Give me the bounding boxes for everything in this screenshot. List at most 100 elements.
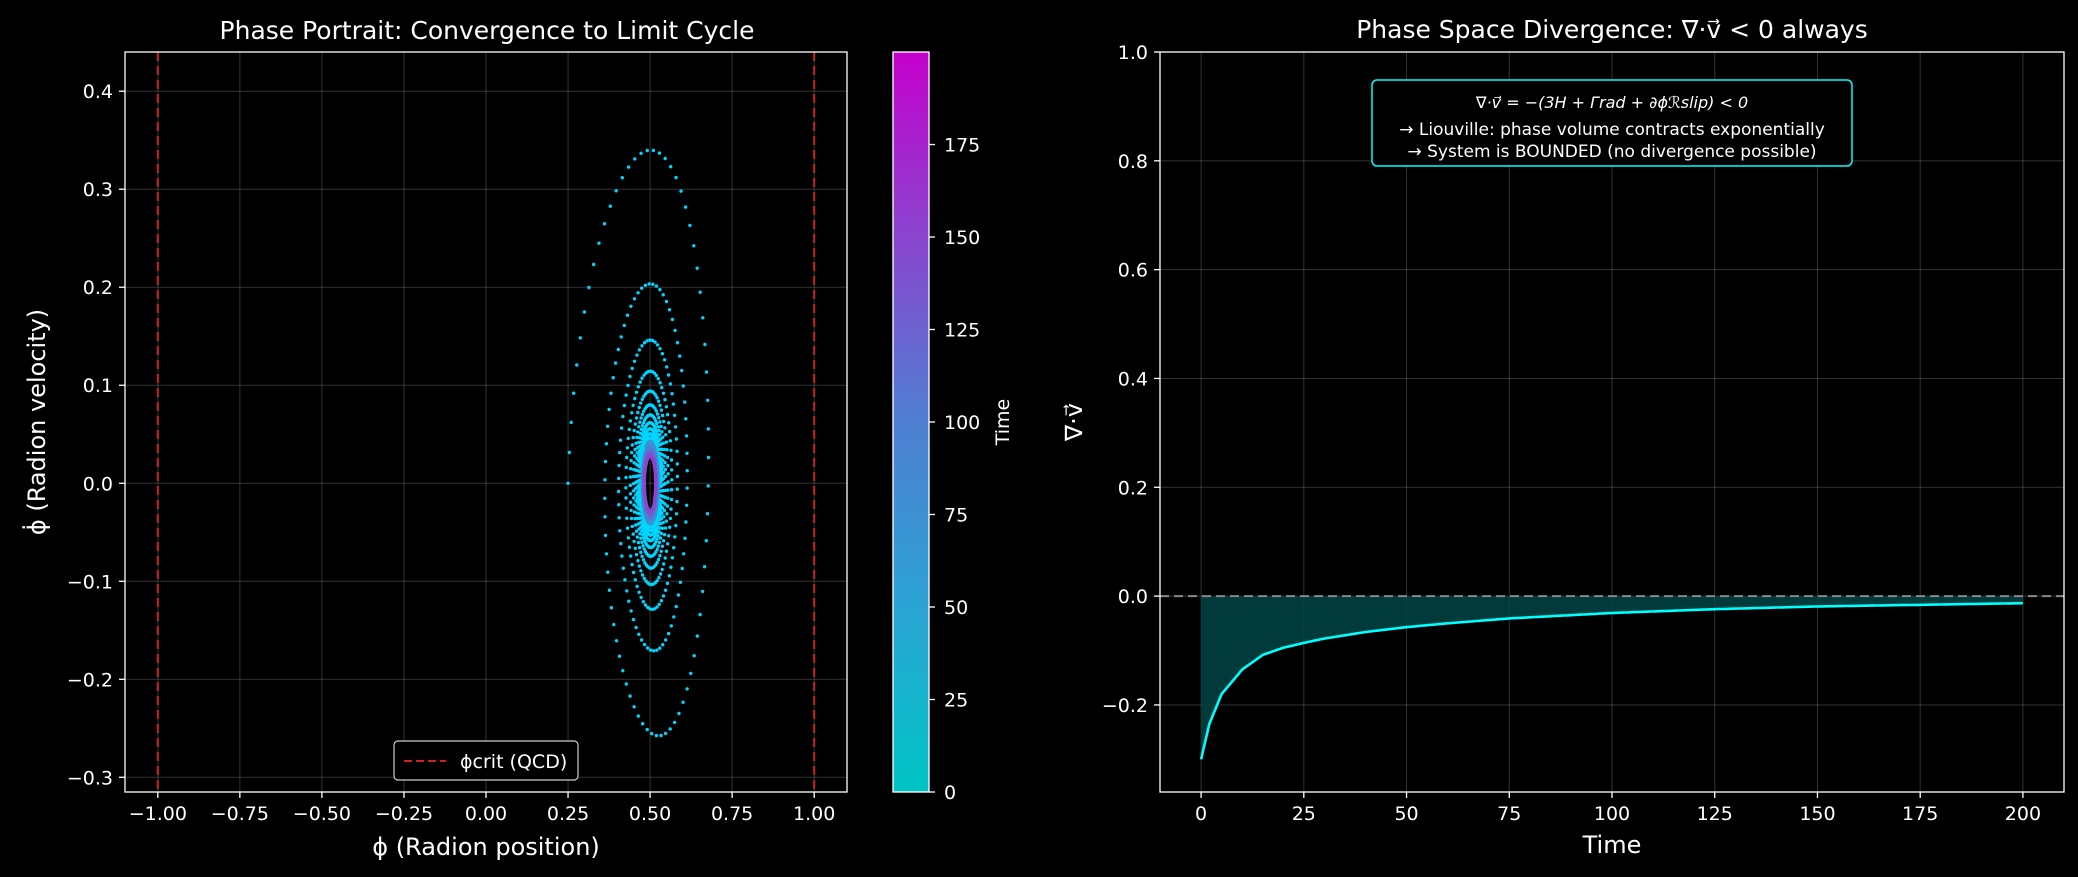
trajectory-point — [658, 403, 662, 408]
trajectory-point — [640, 412, 645, 417]
trajectory-point — [642, 478, 647, 482]
trajectory-point — [644, 579, 648, 583]
trajectory-point — [654, 284, 659, 288]
trajectory-point — [660, 413, 665, 418]
trajectory-point — [622, 323, 626, 328]
trajectory-point — [667, 308, 672, 312]
trajectory-point — [659, 424, 663, 429]
trajectory-point — [666, 373, 671, 377]
trajectory-point — [632, 503, 636, 507]
trajectory-point — [643, 490, 647, 494]
trajectory-point — [658, 420, 662, 424]
trajectory-point — [642, 642, 647, 647]
trajectory-point — [634, 493, 638, 497]
trajectory-point — [678, 354, 682, 358]
trajectory-point — [665, 365, 669, 369]
trajectory-point — [695, 266, 699, 270]
left-x-tick-label: 0.75 — [711, 803, 753, 825]
left-grid — [125, 52, 847, 792]
trajectory-point — [658, 287, 662, 292]
trajectory-point — [659, 549, 663, 553]
trajectory-point — [675, 341, 680, 345]
right-x-ticks: 0 25 50 75 100 125 150 175 200 — [1195, 792, 2041, 825]
trajectory-point — [651, 148, 656, 153]
trajectory-point — [575, 363, 579, 367]
trajectory-point — [674, 437, 679, 441]
trajectory-point — [689, 671, 693, 676]
trajectory-point — [670, 478, 674, 482]
trajectory-point — [656, 534, 660, 538]
trajectory-point — [587, 285, 591, 290]
trajectory-point — [657, 416, 661, 420]
trajectory-point — [634, 499, 638, 503]
trajectory-point — [663, 426, 667, 430]
phase-portrait-panel: Phase Portrait: Convergence to Limit Cyc… — [22, 16, 1014, 861]
trajectory-point — [658, 536, 663, 540]
trajectory-point — [633, 447, 637, 452]
trajectory-point — [674, 512, 679, 516]
trajectory-point — [630, 450, 634, 455]
left-y-tick-label: 0.4 — [83, 81, 113, 103]
right-y-tick-label: 1.0 — [1118, 42, 1148, 64]
left-y-axis-label: ϕ̇ (Radion velocity) — [22, 309, 51, 535]
right-x-tick-label: 50 — [1394, 803, 1418, 825]
trajectory-point — [659, 733, 663, 738]
trajectory-point — [632, 496, 636, 500]
trajectory-point — [613, 361, 618, 365]
trajectory-point — [664, 638, 668, 642]
divergence-fill-area — [1201, 596, 2023, 760]
trajectory-point — [656, 399, 661, 403]
trajectory-point — [639, 151, 643, 155]
trajectory-point — [657, 576, 661, 580]
trajectory-point — [661, 643, 665, 647]
trajectory-point — [653, 480, 658, 484]
trajectory-point — [605, 424, 610, 428]
trajectory-point — [638, 532, 642, 536]
trajectory-point — [637, 425, 641, 429]
trajectory-point — [629, 304, 633, 308]
trajectory-point — [625, 589, 629, 593]
trajectory-point — [675, 462, 679, 466]
right-y-tick-label: −0.2 — [1102, 695, 1148, 717]
trajectory-point — [670, 468, 674, 472]
trajectory-point — [638, 420, 642, 424]
trajectory-point — [626, 383, 630, 388]
trajectory-point — [634, 553, 639, 557]
trajectory-point — [567, 450, 571, 455]
trajectory-point — [629, 508, 633, 513]
trajectory-point — [637, 632, 641, 636]
trajectory-point — [641, 430, 646, 434]
trajectory-point — [666, 496, 670, 500]
trajectory-point — [624, 465, 628, 470]
left-y-ticks: −0.3 −0.2 −0.1 0.0 0.1 0.2 0.3 0.4 — [67, 81, 125, 789]
trajectory-point — [668, 727, 672, 731]
trajectory-point — [637, 564, 641, 568]
trajectory-point — [685, 469, 689, 473]
trajectory-point — [636, 385, 640, 389]
trajectory-point — [675, 449, 679, 453]
trajectory-point — [685, 503, 689, 507]
trajectory-point — [666, 631, 671, 636]
trajectory-point — [657, 540, 662, 545]
trajectory-point — [597, 241, 601, 245]
trajectory-point — [661, 293, 665, 297]
trajectory-point — [683, 400, 687, 404]
trajectory-point — [629, 467, 633, 471]
trajectory-point — [639, 638, 644, 642]
trajectory-point — [672, 413, 677, 417]
right-chart-title: Phase Space Divergence: ∇·v⃗ < 0 always — [1356, 15, 1868, 44]
trajectory-point — [637, 405, 641, 410]
trajectory-point — [652, 649, 656, 653]
trajectory-point — [637, 546, 642, 550]
trajectory-point — [643, 561, 647, 565]
trajectory-point — [617, 476, 621, 481]
trajectory-point — [641, 544, 645, 548]
trajectory-point — [642, 488, 647, 492]
trajectory-point — [636, 291, 640, 295]
trajectory-point — [662, 358, 667, 362]
trajectory-point — [664, 440, 669, 444]
trajectory-point — [624, 393, 628, 397]
trajectory-point — [619, 426, 624, 430]
trajectory-point — [695, 634, 699, 638]
